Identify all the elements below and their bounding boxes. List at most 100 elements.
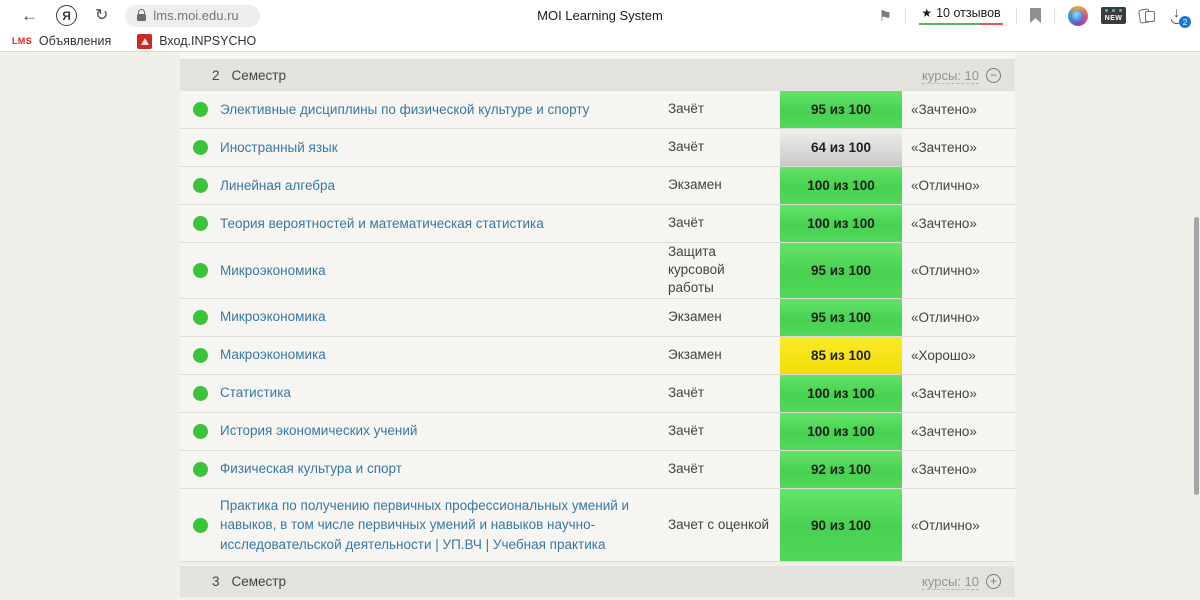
exam-type: Экзамен [668,347,722,363]
inpsycho-favicon [137,33,153,49]
download-arrow-icon: ↓ [1173,3,1180,20]
score-badge: 85 из 100 [780,336,902,374]
exam-type: Защита курсовой работы [668,244,725,296]
exam-type: Зачёт [668,215,705,231]
new-badge: NEW [1104,15,1123,22]
score-badge: 100 из 100 [780,374,902,412]
bookmark-label: Вход.INPSYCHO [159,34,257,48]
expand-icon[interactable]: + [986,574,1001,590]
back-button[interactable]: ← [21,6,38,25]
bookmark-icon[interactable] [1030,8,1041,23]
collections-icon[interactable] [1139,8,1155,23]
grade-text: «Зачтено» [911,216,977,231]
download-count-badge: 2 [1179,15,1191,28]
course-rows: Элективные дисциплины по физической куль… [180,91,1015,563]
grade-text: «Отлично» [911,262,980,278]
course-link[interactable]: Физическая культура и спорт [220,461,402,477]
course-link[interactable]: Микроэкономика [220,262,326,278]
status-dot-cell [180,489,220,562]
table-row: Макроэкономика Экзамен 85 из 100 «Хорошо… [180,336,1015,375]
table-row: Практика по получению первичных професси… [180,488,1015,563]
star-icon: ★ [921,5,933,20]
status-dot-icon [192,309,208,325]
protect-icon[interactable]: ⚑ [878,7,892,25]
course-link[interactable]: Микроэкономика [220,309,326,325]
lms-favicon: LMS [12,36,32,46]
semester-3-header: 3 Семестр курсы: 10 + [180,566,1015,598]
browser-chrome: ← Я ↻ lms.moi.edu.ru MOI Learning System… [0,0,1200,52]
course-link[interactable]: Иностранный язык [220,139,338,155]
reviews-rating-bar [919,22,1003,26]
separator [905,7,906,24]
refresh-button[interactable]: ↻ [95,6,109,24]
score-badge: 95 из 100 [780,243,902,298]
score-badge: 100 из 100 [780,412,902,450]
page-title: MOI Learning System [537,8,663,23]
status-dot-icon [192,347,208,363]
status-dot-icon [192,216,208,231]
lock-icon [137,8,147,21]
semester-2-header: 2 Семестр курсы: 10 − [180,60,1015,91]
status-dot-icon [192,178,208,193]
score-badge: 95 из 100 [780,298,902,336]
score-badge: 90 из 100 [780,488,902,562]
status-dot-cell [180,451,220,488]
toolbar-right-icons: ⚑ ★ 10 отзывов NEW ↓ 2 [878,3,1191,28]
course-link[interactable]: Практика по получению первичных професси… [220,497,630,552]
grade-text: «Зачтено» [911,385,977,401]
page-content: 2 Семестр курсы: 10 − Элективные дисципл… [0,52,1200,600]
exam-type: Экзамен [668,177,722,193]
status-dot-cell [180,91,220,128]
separator [1016,7,1017,24]
bookmark-label: Объявления [38,34,112,48]
courses-count-link[interactable]: курсы: 10 [922,67,979,84]
exam-type: Зачет с оценкой [668,516,770,532]
exam-type: Зачёт [668,461,705,477]
status-dot-cell [180,243,220,298]
grade-text: «Зачтено» [911,423,977,439]
grade-text: «Отлично» [911,309,980,325]
browser-toolbar: ← Я ↻ lms.moi.edu.ru MOI Learning System… [0,0,1200,31]
separator [1054,7,1055,24]
yandex-logo-icon[interactable]: Я [56,5,77,26]
scrollbar-thumb[interactable] [1194,217,1199,495]
courses-count-link[interactable]: курсы: 10 [922,573,979,590]
semester-index: 2 [212,68,220,83]
grade-text: «Отлично» [911,517,980,533]
course-link[interactable]: Теория вероятностей и математическая ста… [220,215,544,231]
semester-title: Семестр [231,574,287,590]
score-badge: 100 из 100 [780,205,902,242]
exam-type: Зачёт [668,423,705,439]
score-badge: 92 из 100 [780,450,902,488]
reviews-count-label: 10 отзывов [936,5,1001,20]
course-link[interactable]: Линейная алгебра [220,177,336,193]
score-badge: 64 из 100 [780,129,902,166]
address-bar[interactable]: lms.moi.edu.ru [125,4,261,27]
collapse-icon[interactable]: − [986,68,1001,83]
course-link[interactable]: Элективные дисциплины по физической куль… [220,101,590,117]
table-row: Статистика Зачёт 100 из 100 «Зачтено» [180,374,1015,413]
site-reviews-button[interactable]: ★ 10 отзывов [919,6,1003,26]
status-dot-cell [180,413,220,450]
course-link[interactable]: Статистика [220,385,291,401]
table-row: Иностранный язык Зачёт 64 из 100 «Зачтен… [180,129,1015,167]
exam-type: Зачёт [668,139,705,155]
status-dot-cell [180,337,220,374]
course-link[interactable]: История экономических учений [220,423,418,439]
table-row: Элективные дисциплины по физической куль… [180,91,1015,129]
bookmark-item-announcements[interactable]: LMS Объявления [12,34,111,48]
grade-text: «Хорошо» [911,347,976,363]
table-row: Линейная алгебра Экзамен 100 из 100 «Отл… [180,167,1015,205]
extension-icon[interactable] [1068,5,1088,26]
url-text: lms.moi.edu.ru [153,8,239,23]
bookmark-item-inpsycho[interactable]: Вход.INPSYCHO [137,33,257,49]
table-row: История экономических учений Зачёт 100 и… [180,412,1015,451]
status-dot-icon [192,517,208,533]
status-dot-cell [180,167,220,204]
grade-text: «Зачтено» [911,102,977,117]
downloads-button[interactable]: ↓ 2 [1168,3,1191,28]
score-badge: 95 из 100 [780,91,902,128]
new-tab-extension-icon[interactable]: NEW [1101,7,1126,24]
status-dot-cell [180,299,220,336]
course-link[interactable]: Макроэкономика [220,347,326,363]
